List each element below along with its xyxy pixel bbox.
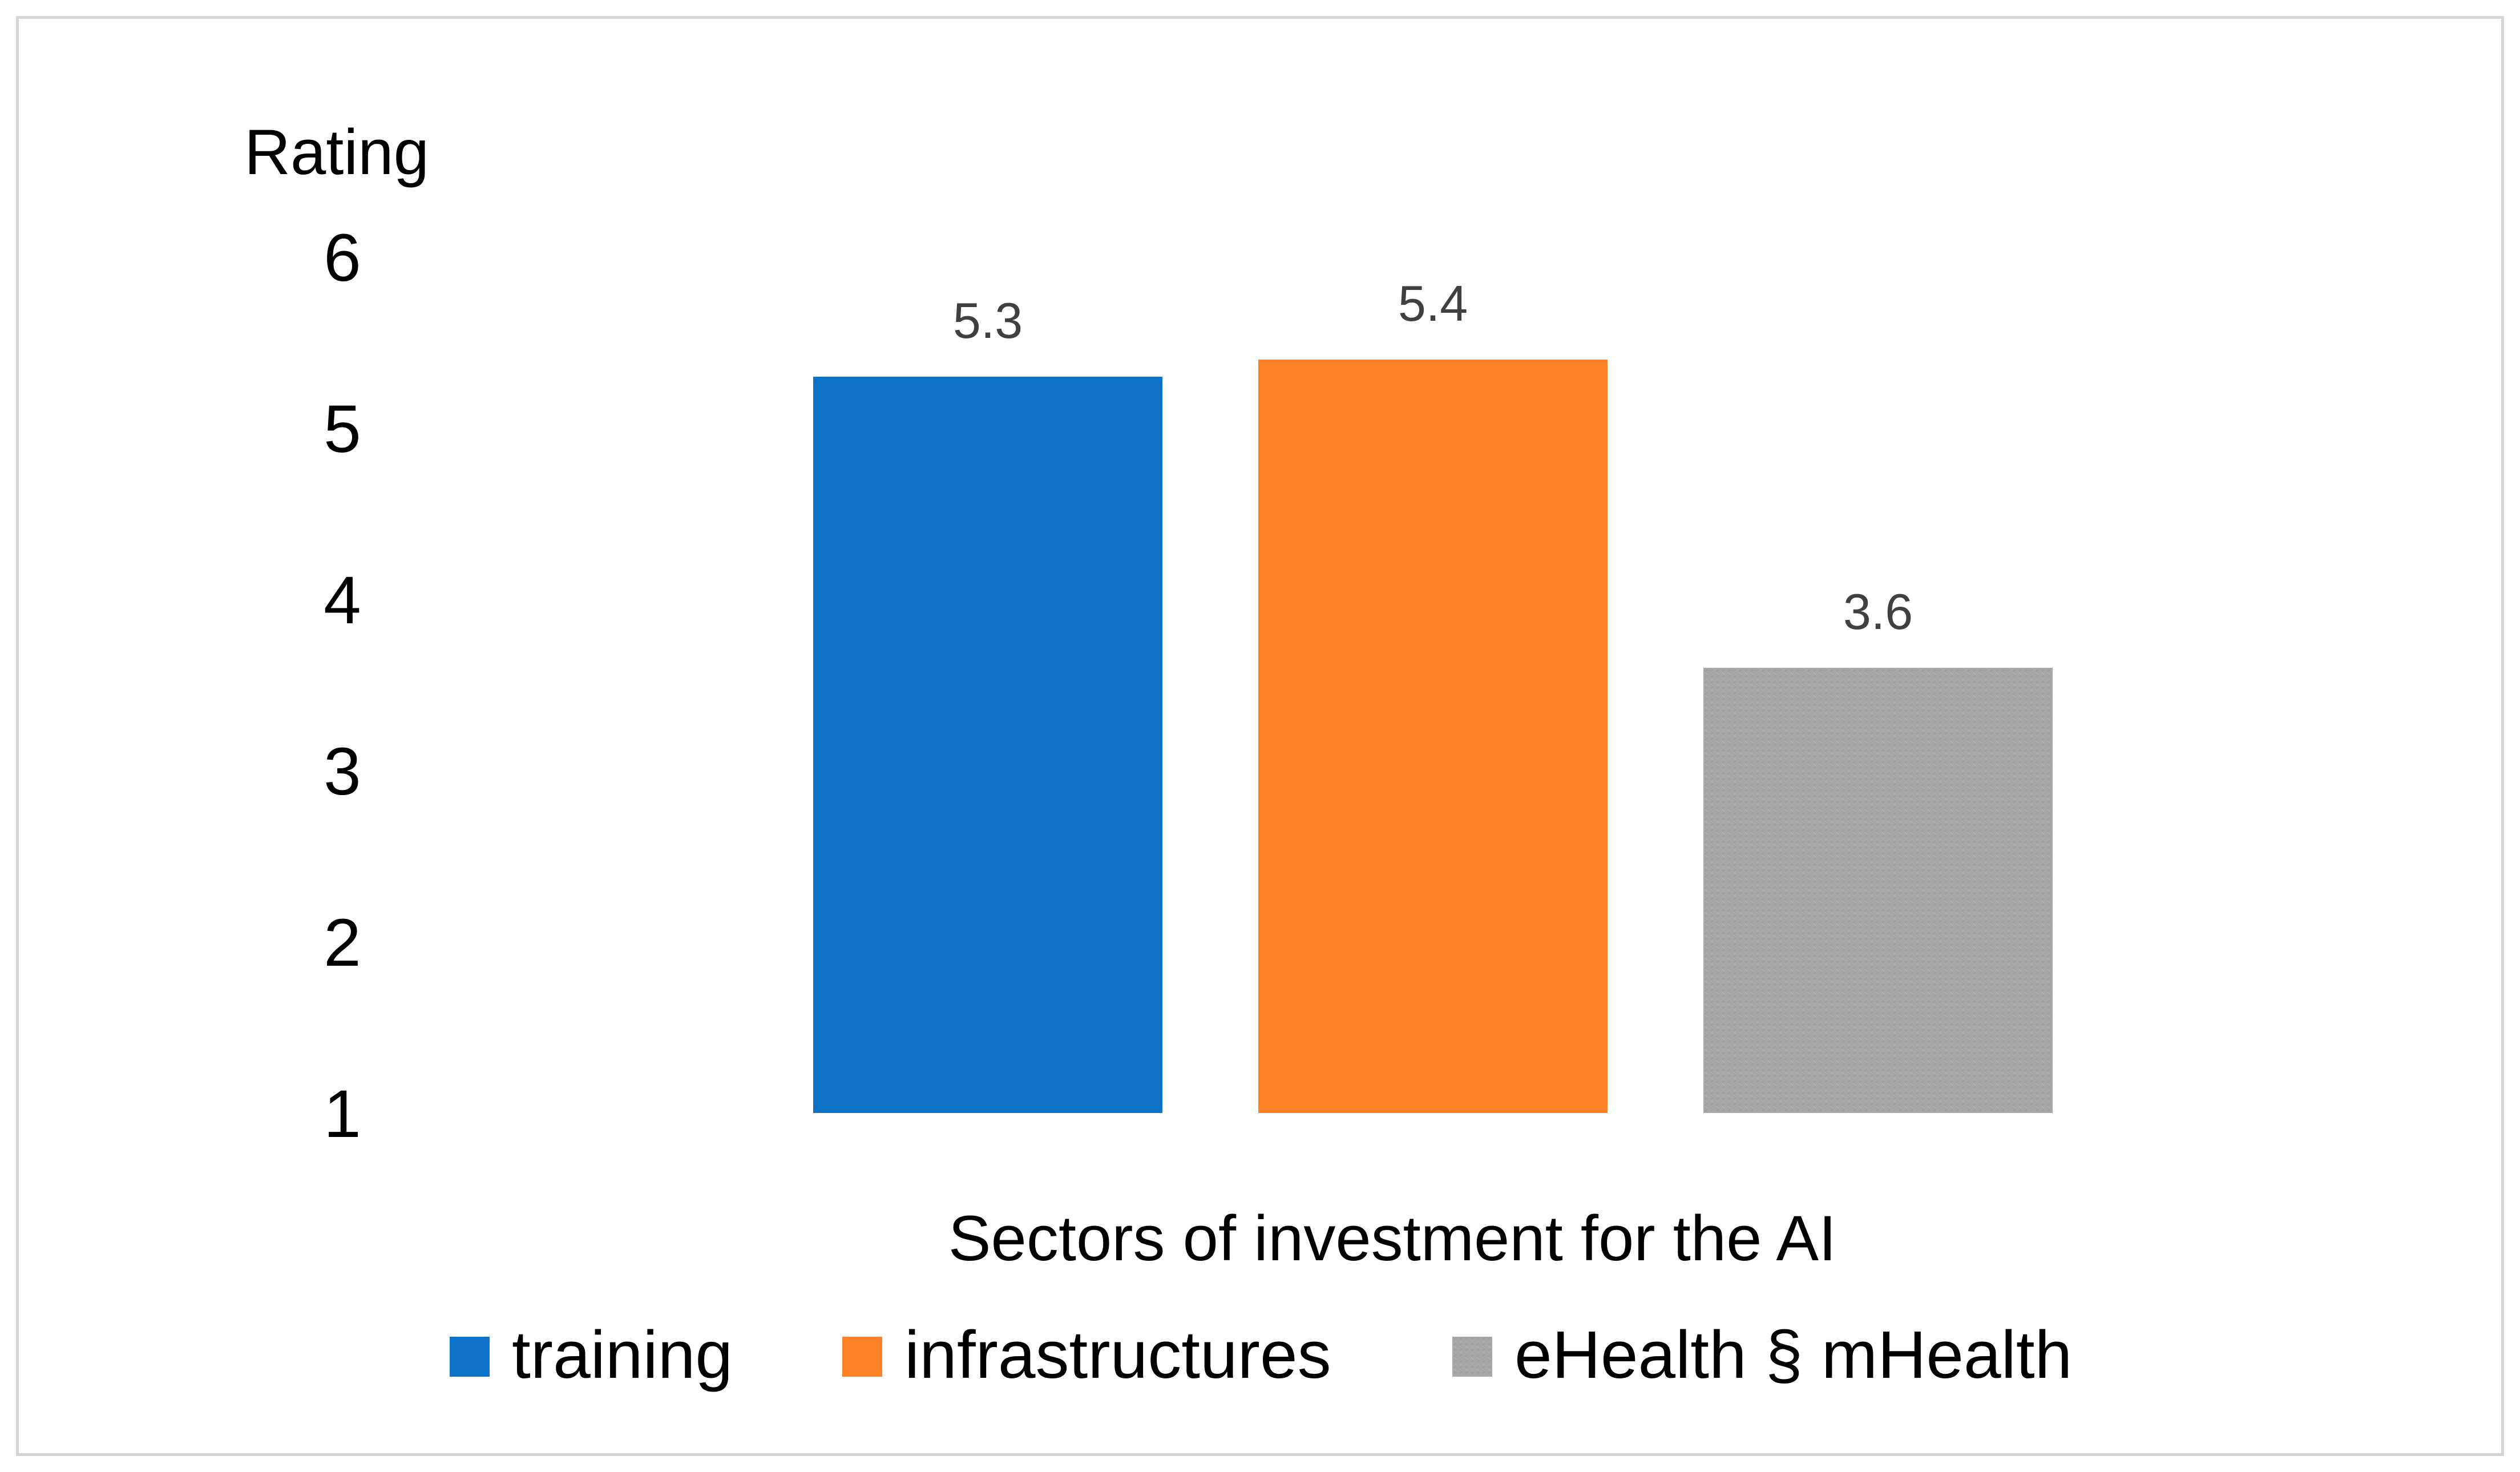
y-axis-ticks: 1 2 3 4 5 6 — [324, 220, 361, 1152]
legend-label: infrastructures — [904, 1317, 1331, 1393]
y-tick-label: 4 — [324, 563, 361, 638]
y-tick-label: 1 — [324, 1076, 361, 1152]
legend-swatch — [450, 1337, 490, 1377]
data-label: 3.6 — [1843, 583, 1913, 640]
data-labels: 5.3 5.4 3.6 — [953, 275, 1913, 640]
legend: training infrastructures eHealth § mHealth — [450, 1317, 2072, 1393]
bar-ehealth-mhealth — [1703, 668, 2053, 1113]
data-label: 5.3 — [953, 292, 1023, 349]
bar-infrastructures — [1258, 360, 1608, 1113]
legend-label: eHealth § mHealth — [1515, 1317, 2072, 1393]
legend-swatch — [842, 1337, 882, 1377]
y-axis-title: Rating — [244, 116, 429, 188]
y-tick-label: 6 — [324, 220, 361, 296]
y-tick-label: 2 — [324, 905, 361, 981]
y-tick-label: 3 — [324, 734, 361, 809]
data-label: 5.4 — [1398, 275, 1468, 332]
bars — [813, 360, 2053, 1113]
x-axis-title: Sectors of investment for the AI — [948, 1203, 1836, 1274]
legend-swatch — [1452, 1337, 1492, 1377]
bar-training — [813, 377, 1162, 1113]
y-tick-label: 5 — [324, 392, 361, 467]
legend-label: training — [512, 1317, 733, 1393]
